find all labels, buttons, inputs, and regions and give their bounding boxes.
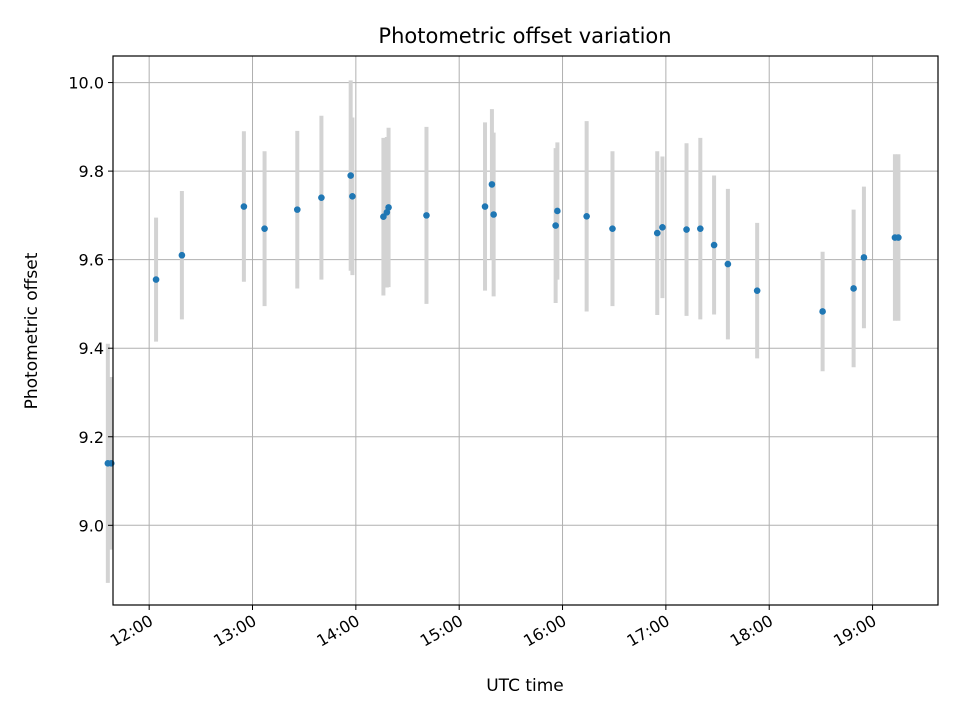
data-point (653, 229, 661, 237)
data-point (724, 260, 732, 268)
y-tick-label: 9.6 (79, 251, 104, 270)
data-point (293, 206, 301, 213)
data-point (380, 213, 387, 221)
data-point (385, 204, 392, 211)
grid (113, 56, 938, 605)
data-point (349, 193, 356, 200)
data-point (488, 181, 496, 188)
y-tick-label: 9.8 (79, 162, 104, 181)
y-tick-label: 9.2 (79, 428, 104, 447)
data-point (178, 251, 186, 259)
data-point (659, 224, 666, 231)
data-point (347, 172, 354, 179)
data-point (710, 241, 718, 249)
data-point (318, 194, 325, 201)
plot-frame (112, 55, 939, 606)
data-points (104, 172, 902, 467)
data-point (697, 225, 704, 232)
data-point (552, 222, 559, 229)
y-tick-label: 9.0 (79, 516, 104, 535)
y-tick-label: 9.4 (79, 339, 104, 358)
data-point (895, 234, 902, 241)
data-point (152, 276, 160, 283)
data-point (423, 212, 430, 219)
y-axis: 9.0 9.2 9.4 9.6 9.8 10.0 (68, 74, 113, 535)
chart-title: Photometric offset variation (378, 24, 671, 48)
data-point (609, 225, 616, 232)
data-point (554, 207, 561, 215)
data-point (850, 285, 857, 292)
data-point (583, 212, 590, 220)
data-point (240, 203, 248, 210)
x-axis-title: UTC time (486, 676, 564, 696)
data-point (860, 254, 868, 261)
data-point (261, 225, 268, 232)
data-point (753, 287, 761, 294)
y-tick-label: 10.0 (68, 74, 104, 93)
y-axis-title: Photometric offset (22, 252, 42, 409)
data-point (819, 308, 826, 315)
data-point (490, 211, 497, 218)
data-point (683, 226, 690, 233)
data-point (481, 203, 489, 210)
